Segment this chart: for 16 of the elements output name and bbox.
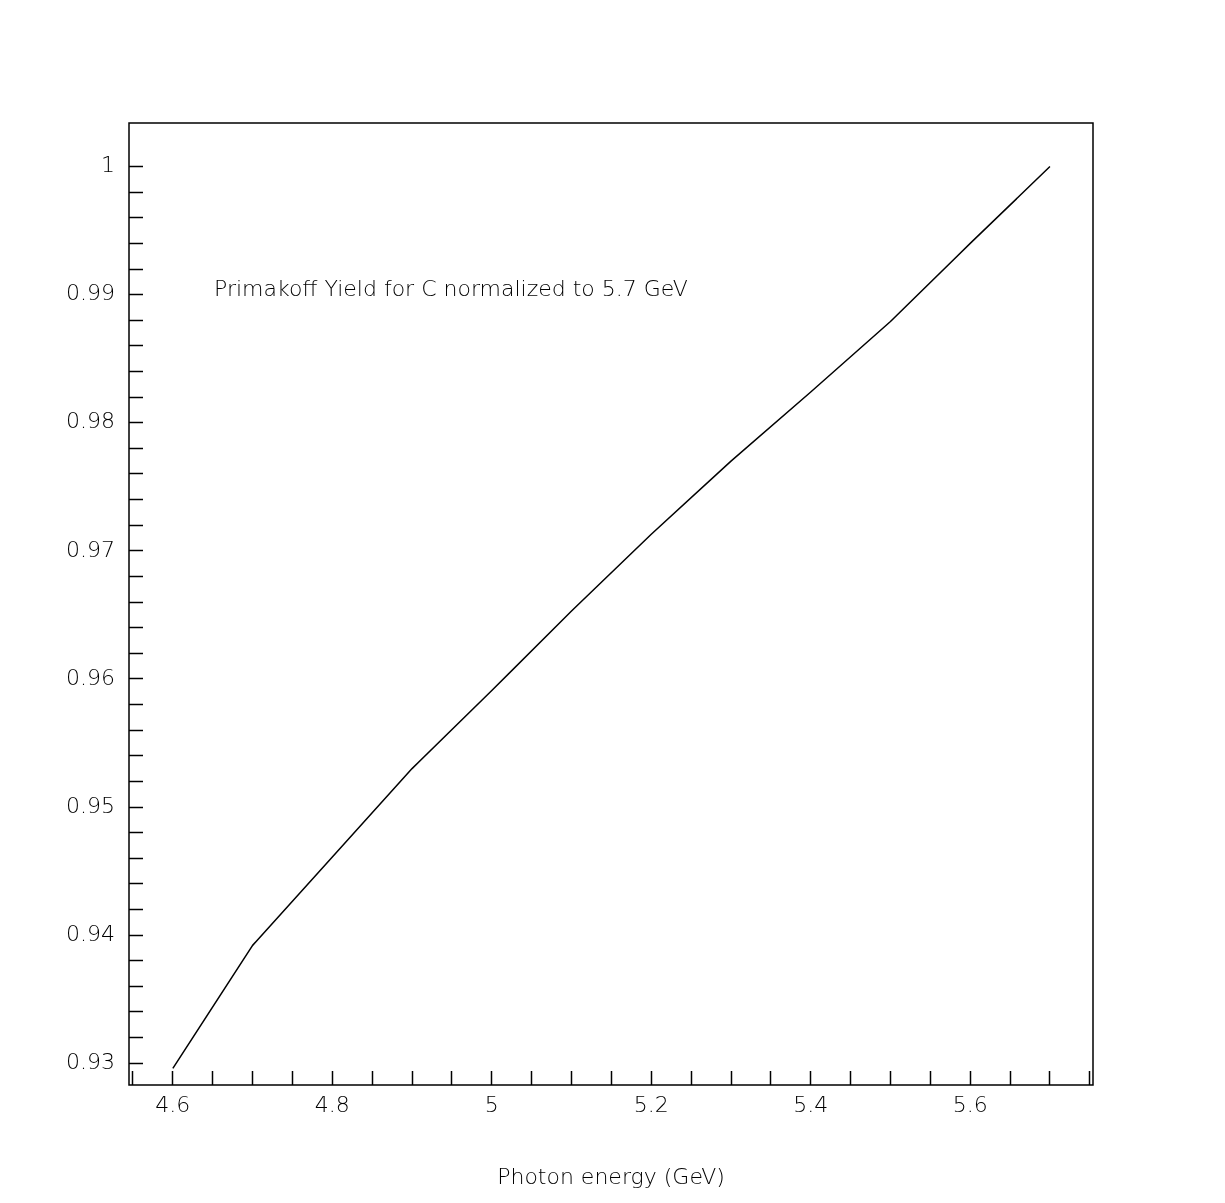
y-tick-label: 0.96 — [66, 664, 115, 690]
x-tick-label: 5.6 — [952, 1091, 988, 1117]
y-tick-label: 0.95 — [66, 792, 115, 818]
y-tick-label: 0.97 — [66, 536, 115, 562]
y-tick-label: 0.99 — [66, 280, 115, 306]
x-axis-title: Photon energy (GeV) — [497, 1163, 725, 1189]
x-tick-label: 5 — [484, 1091, 499, 1117]
x-tick-label: 4.6 — [155, 1091, 191, 1117]
x-tick-label: 4.8 — [314, 1091, 350, 1117]
annotation: Primakoff Yield for C normalized to 5.7 GeV — [214, 275, 688, 301]
y-tick-label: 0.94 — [66, 920, 115, 946]
x-tick-label: 5.2 — [633, 1091, 669, 1117]
x-tick-label: 5.4 — [793, 1091, 829, 1117]
y-tick-label: 0.98 — [66, 408, 115, 434]
y-tick-label: 1 — [101, 152, 115, 178]
y-tick-label: 0.93 — [66, 1048, 115, 1074]
